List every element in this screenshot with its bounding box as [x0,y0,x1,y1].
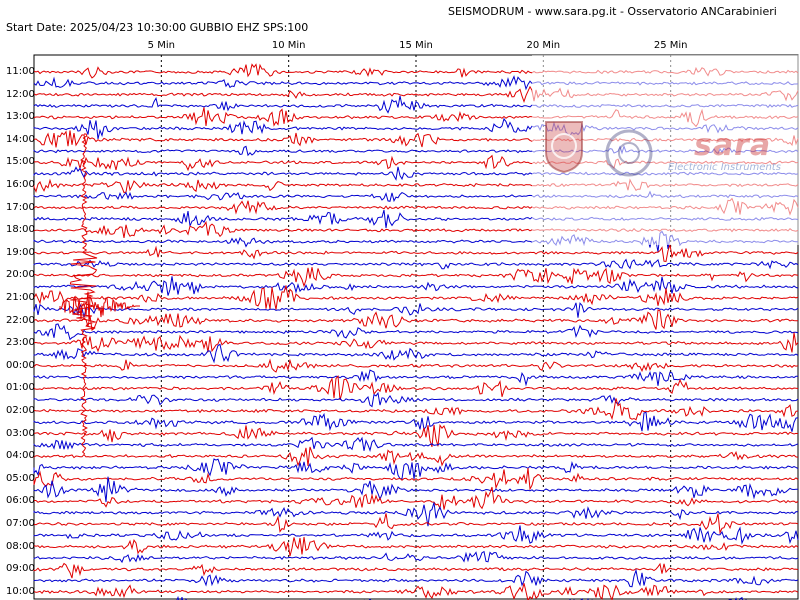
trace-line [33,374,799,401]
trace-line [33,486,799,510]
hour-label: 23:00 [6,337,35,349]
trace-line [33,332,799,353]
trace-line [33,468,799,491]
trace-line [33,562,799,579]
trace-line [33,258,799,270]
trace-line [33,513,799,535]
trace-line [33,285,799,310]
sara-logo: sara [694,128,772,163]
hour-label: 08:00 [6,540,35,552]
trace-line [33,424,799,447]
trace-line [33,309,799,332]
trace-line [33,583,799,600]
trace-line [33,568,799,588]
trace-line [33,323,799,341]
hour-label: 03:00 [6,427,35,439]
hour-label: 17:00 [6,201,35,213]
hour-label: 09:00 [6,563,35,575]
trace-line [33,244,799,262]
trace-line [33,302,799,318]
trace-line [33,502,799,527]
hour-label: 11:00 [6,66,35,77]
hour-label: 13:00 [6,111,35,123]
hour-label: 12:00 [6,88,35,100]
trace-line [33,369,798,387]
minute-label: 15 Min [399,40,433,51]
hour-label: 05:00 [6,472,35,484]
hour-label: 04:00 [6,450,35,462]
hour-label: 14:00 [6,133,35,145]
sara-subtitle: Electronic Instruments [668,162,781,173]
trace-line [33,536,799,557]
trace-line [33,550,799,564]
minute-label: 25 Min [653,40,688,51]
hour-label: 07:00 [6,518,35,529]
minute-label: 20 Min [526,40,561,51]
hour-label: 16:00 [6,179,35,190]
trace-line [33,398,799,421]
hour-label: 06:00 [6,495,35,507]
hour-label: 20:00 [6,269,35,281]
watermark-overlay [532,55,800,245]
quake-burst [59,291,140,322]
trace-line [33,446,799,467]
trace-line [33,358,799,373]
trace-line [33,276,799,296]
minute-label: 5 Min [147,40,175,51]
trace-line [33,525,799,545]
trace-line [33,458,799,480]
trace-line [33,476,798,503]
hour-label: 01:00 [6,382,35,394]
trace-line [33,343,799,364]
trace-line [33,391,799,408]
hour-label: 10:00 [6,585,35,597]
station-title: SEISMODRUM - www.sara.pg.it - Osservator… [448,5,777,18]
hour-label: 21:00 [6,292,35,303]
quake-signal [69,133,98,455]
observatory-logo-icon [605,129,653,177]
carabinieri-logo-icon [545,121,583,174]
minute-label: 10 Min [271,40,306,51]
trace-line [33,436,799,452]
hour-label: 02:00 [6,405,35,416]
hour-label: 19:00 [6,246,35,258]
hour-label: 22:00 [6,314,35,326]
start-date-info: Start Date: 2025/04/23 10:30:00 GUBBIO E… [6,21,309,34]
hour-label: 00:00 [6,359,35,371]
trace-line [33,267,799,288]
trace-line [33,411,799,432]
hour-label: 15:00 [6,156,35,168]
hour-label: 18:00 [6,224,35,236]
